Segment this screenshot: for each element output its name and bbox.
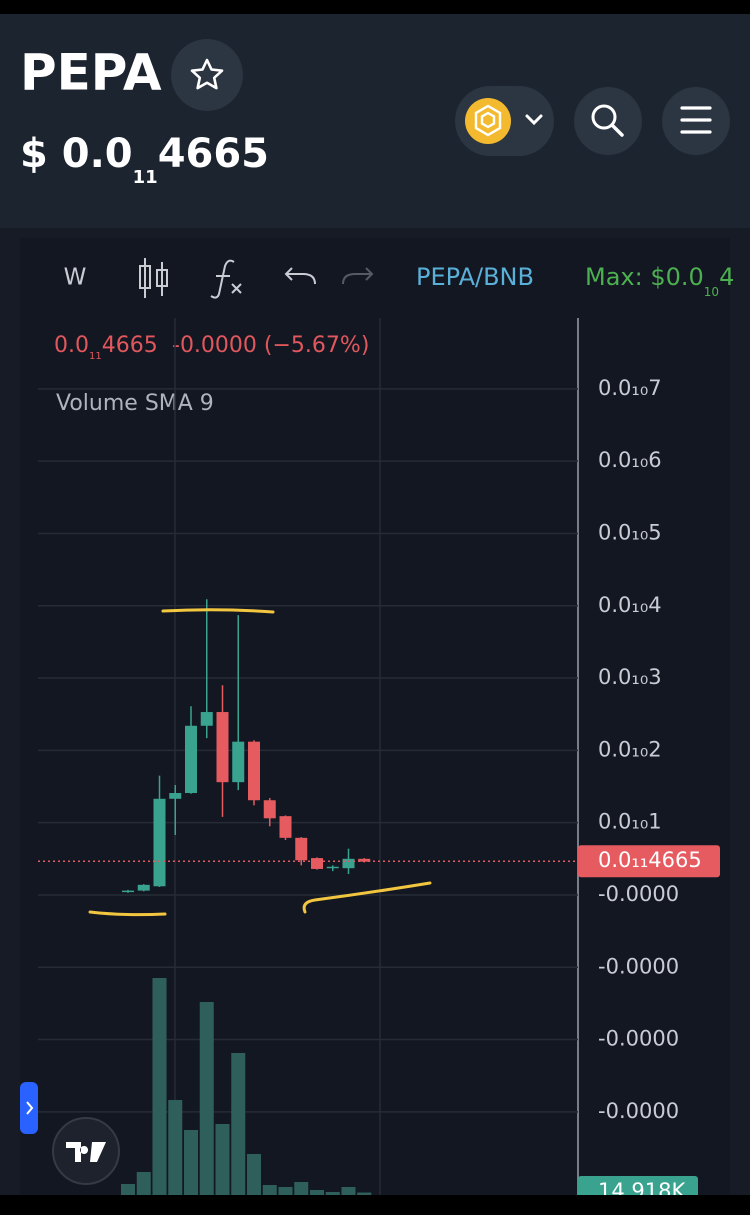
legend-change: -0.0000 (−5.67%) <box>172 333 369 358</box>
candle-body <box>169 793 182 799</box>
volume-bar <box>325 1192 340 1195</box>
y-tick-label: -0.0000 <box>598 1027 679 1051</box>
candle-body <box>279 816 292 838</box>
drawer-handle[interactable] <box>20 1082 38 1134</box>
favorite-button[interactable] <box>171 39 243 111</box>
price-prefix: $ 0.0 <box>20 131 133 177</box>
indicators-button[interactable] <box>210 259 242 299</box>
volume-bar <box>341 1187 356 1195</box>
interval-button[interactable]: W <box>64 265 87 291</box>
volume-bar <box>215 1124 230 1195</box>
plot: 0.0₁₀7 0.0₁₀6 0.0₁₀5 0.0₁₀4 0.0₁₀3 0.0₁₀2 0.0₁… <box>0 318 750 1215</box>
menu-button[interactable] <box>662 87 730 155</box>
last-price-label: 0.0₁₁4665 <box>598 848 702 872</box>
price-rest: 4665 <box>158 131 269 177</box>
candle-body <box>248 741 260 801</box>
bottom-bar <box>0 1195 750 1215</box>
candle-body <box>358 858 371 862</box>
y-tick-label: 0.0₁₀7 <box>598 376 662 400</box>
volume-bar <box>262 1185 277 1195</box>
candle-body <box>232 741 245 783</box>
volume-bar <box>121 1184 135 1195</box>
volume-bar <box>278 1187 293 1195</box>
logo[interactable] <box>52 1117 120 1185</box>
max-rest: 4 <box>719 263 734 291</box>
y-tick-label: 0.0₁₀6 <box>598 448 662 472</box>
candle-body <box>216 712 229 783</box>
chart-panel <box>20 238 730 1195</box>
y-tick-label: -0.0000 <box>598 882 679 906</box>
y-tick-label: -0.0000 <box>598 954 679 978</box>
volume-bar <box>184 1130 198 1195</box>
max-subscript: 10 <box>704 285 719 299</box>
y-tick-label: 0.0₁₀1 <box>598 810 662 834</box>
candle-body <box>200 712 213 726</box>
annotations <box>88 608 432 917</box>
y-tick-label: 0.0₁₀5 <box>598 520 662 544</box>
candle-body <box>295 837 308 861</box>
legend-price-subscript: 11 <box>89 351 102 362</box>
undo-button[interactable] <box>284 267 316 285</box>
candle-body <box>263 800 276 819</box>
drawer-arrow <box>26 1101 34 1115</box>
symbol: PEPA <box>20 44 162 102</box>
y-tick-label: 0.0₁₀3 <box>598 665 662 689</box>
volume-bar <box>168 1100 183 1195</box>
candle-body <box>185 725 197 794</box>
volume-bar <box>199 1002 214 1195</box>
y-tick-label: 0.0₁₀2 <box>598 737 662 761</box>
redo-button[interactable] <box>342 267 374 285</box>
candle-body <box>122 890 134 893</box>
price: $ 0.0114665 <box>20 131 269 188</box>
legend-price-rest: 4665 <box>102 333 158 358</box>
volume-bar <box>231 1053 246 1195</box>
candle-body <box>342 858 355 869</box>
chain-selector[interactable] <box>455 86 554 156</box>
price-subscript: 11 <box>133 167 158 188</box>
volume-bar <box>294 1182 309 1195</box>
search-button[interactable] <box>574 87 642 155</box>
pair[interactable]: PEPA/BNB <box>416 263 534 291</box>
legend-indicator: Volume SMA 9 <box>56 391 214 416</box>
candle-body <box>153 798 166 887</box>
y-tick-label: -0.0000 <box>598 1099 679 1123</box>
last-price-tag <box>578 845 720 878</box>
max-prefix: Max: $0.0 <box>585 263 704 291</box>
candle-body <box>137 884 150 891</box>
volume-bar <box>310 1190 324 1195</box>
chart-type-button[interactable] <box>139 258 168 298</box>
y-tick-label: 0.0₁₀4 <box>598 593 662 617</box>
volume-bar <box>136 1172 151 1195</box>
legend-price: 0.0114665 <box>54 333 158 362</box>
volume-bar <box>357 1192 372 1195</box>
max-price: Max: $0.0104 <box>585 263 734 299</box>
volume-bar <box>152 978 167 1195</box>
volume-bar <box>247 1154 261 1195</box>
legend-price-prefix: 0.0 <box>54 333 89 358</box>
candle-body <box>326 866 339 869</box>
candle-body <box>311 858 323 869</box>
